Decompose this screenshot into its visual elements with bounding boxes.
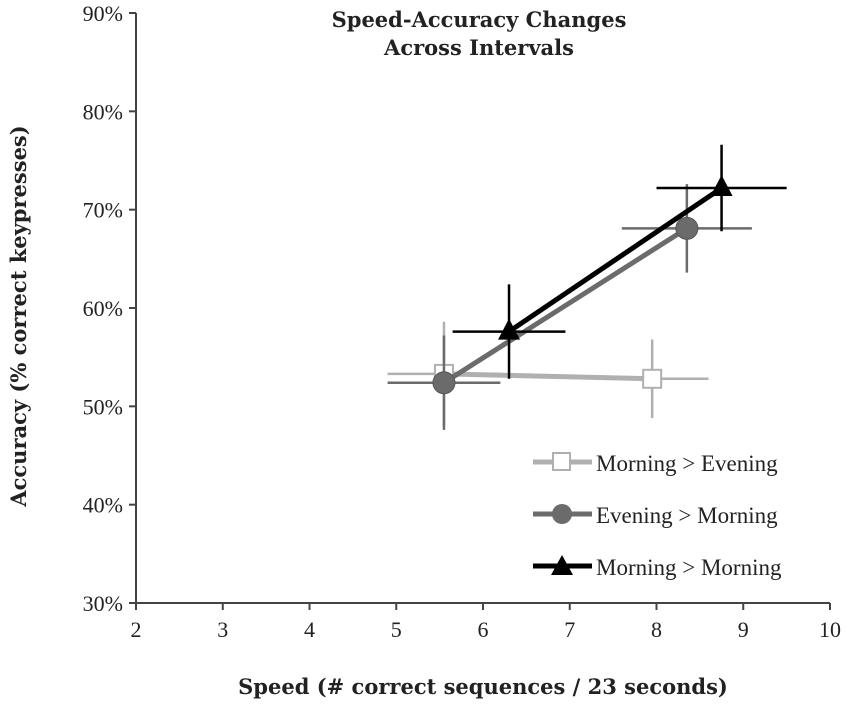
x-tick-label: 4	[304, 617, 315, 642]
chart-title-line-2: Across Intervals	[383, 35, 574, 60]
y-tick-label: 40%	[83, 493, 123, 518]
series-line	[443, 371, 653, 382]
legend-label-morning-evening: Morning > Evening	[596, 451, 778, 476]
legend-triangle-icon	[551, 555, 573, 575]
legend-label-morning-morning: Morning > Morning	[596, 555, 782, 580]
legend-item-evening-morning: Evening > Morning	[533, 503, 778, 528]
x-tick-label: 7	[564, 617, 575, 642]
data-point-square	[642, 368, 663, 389]
x-tick-label: 10	[819, 617, 841, 642]
data-point-triangle	[710, 175, 733, 197]
legend: Morning > Evening Evening > Morning Morn…	[533, 451, 782, 580]
y-tick-label: 80%	[83, 99, 123, 124]
series-line	[442, 226, 689, 385]
chart-title-line-1: Speed-Accuracy Changes	[332, 7, 627, 32]
y-tick-label: 70%	[83, 198, 123, 223]
legend-square-icon	[552, 452, 571, 471]
x-tick-label: 6	[478, 617, 489, 642]
x-tick-label: 9	[738, 617, 749, 642]
x-tick-label: 2	[131, 617, 142, 642]
legend-label-evening-morning: Evening > Morning	[596, 503, 778, 528]
legend-circle-icon	[552, 504, 572, 524]
series-morning-morning	[452, 144, 787, 379]
x-tick-label: 8	[651, 617, 662, 642]
y-tick-label: 30%	[83, 591, 123, 616]
y-tick-label: 90%	[83, 1, 123, 26]
series-morning-evening	[387, 321, 709, 426]
y-tick-label: 50%	[83, 394, 123, 419]
legend-item-morning-morning: Morning > Morning	[533, 555, 782, 580]
x-tick-label: 5	[391, 617, 402, 642]
series-line	[507, 185, 723, 334]
y-tick-label: 60%	[83, 296, 123, 321]
data-point-circle	[675, 216, 699, 240]
series-evening-morning	[387, 184, 752, 430]
y-axis-label: Accuracy (% correct keypresses)	[6, 125, 31, 507]
legend-item-morning-evening: Morning > Evening	[533, 451, 778, 476]
x-axis-label: Speed (# correct sequences / 23 seconds)	[238, 674, 728, 699]
x-tick-label: 3	[217, 617, 228, 642]
data-point-triangle	[498, 318, 521, 340]
data-point-circle	[432, 371, 456, 395]
